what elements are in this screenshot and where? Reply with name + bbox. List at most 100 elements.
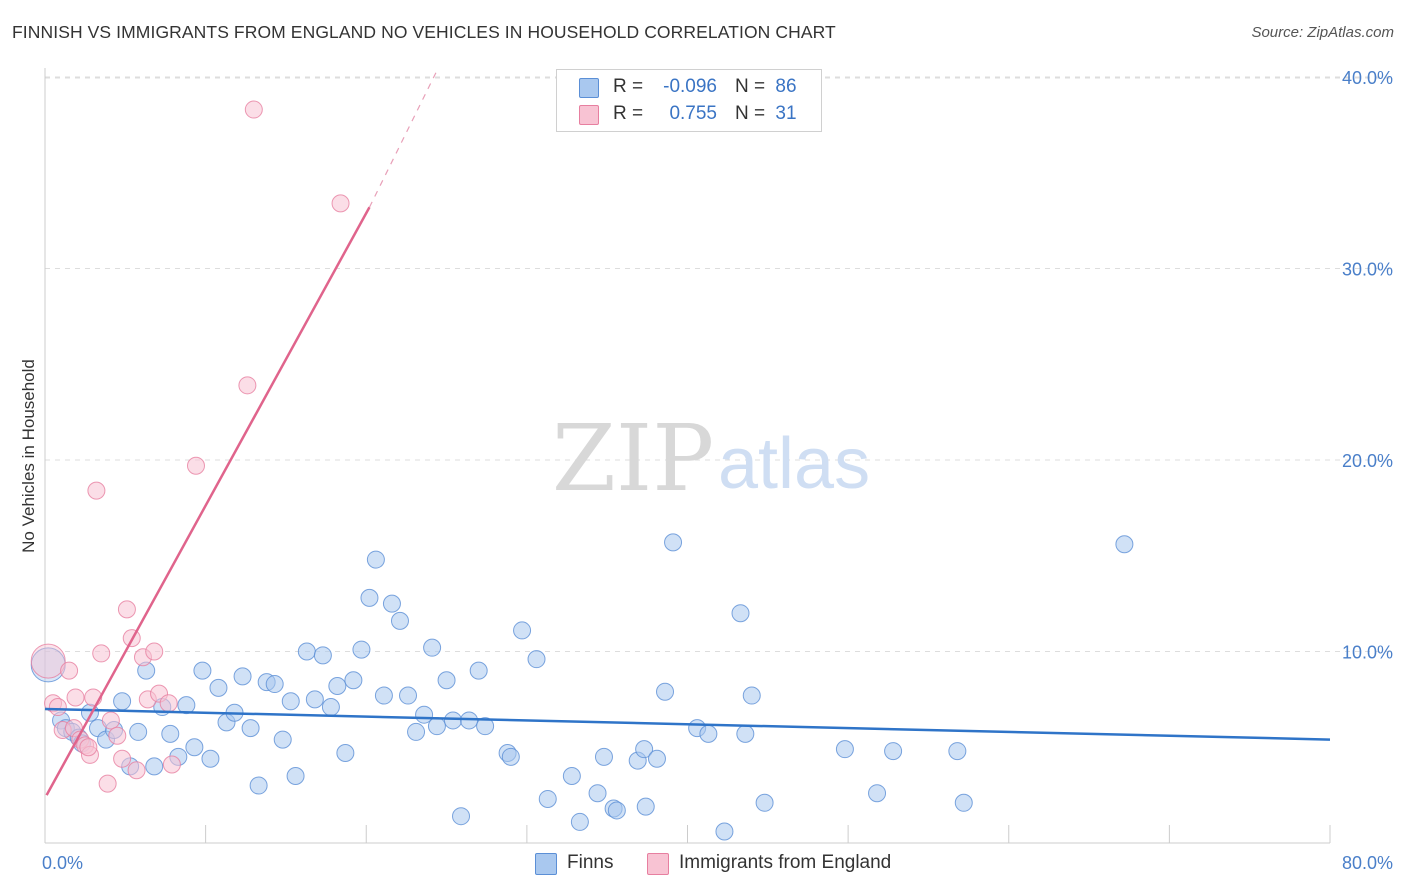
point-finns[interactable] [527, 650, 546, 669]
point-finns[interactable] [636, 797, 655, 816]
point-finns[interactable] [423, 638, 442, 657]
y-tick-label: 30.0% [1342, 260, 1393, 280]
point-england[interactable] [238, 376, 257, 395]
point-finns[interactable] [241, 719, 260, 738]
point-finns[interactable] [286, 766, 305, 785]
point-england[interactable] [30, 643, 66, 679]
point-finns[interactable] [344, 671, 363, 690]
point-finns[interactable] [113, 692, 132, 711]
point-finns[interactable] [664, 533, 683, 552]
point-finns[interactable] [736, 724, 755, 743]
point-finns[interactable] [374, 686, 393, 705]
point-finns[interactable] [313, 646, 332, 665]
point-finns[interactable] [265, 675, 284, 694]
point-finns[interactable] [570, 812, 589, 831]
point-england[interactable] [159, 694, 178, 713]
point-england[interactable] [66, 688, 85, 707]
point-finns[interactable] [336, 743, 355, 762]
point-finns[interactable] [281, 692, 300, 711]
point-finns[interactable] [321, 698, 340, 717]
point-finns[interactable] [513, 621, 532, 640]
point-finns[interactable] [469, 661, 488, 680]
bottom-legend-label-england: Immigrants from England [679, 852, 892, 873]
point-england[interactable] [101, 711, 120, 730]
point-finns[interactable] [647, 749, 666, 768]
point-finns[interactable] [249, 776, 268, 795]
point-england[interactable] [48, 698, 67, 717]
bottom-legend-swatch-finns [535, 853, 557, 875]
point-finns[interactable] [427, 717, 446, 736]
point-england[interactable] [108, 726, 127, 745]
point-finns[interactable] [209, 678, 228, 697]
bottom-legend-swatch-england [647, 853, 669, 875]
point-finns[interactable] [594, 747, 613, 766]
legend-box: R = -0.096 N = 86 R = 0.755 N = 31 [556, 69, 822, 132]
legend-r-label: R = [613, 76, 644, 97]
point-finns[interactable] [1115, 535, 1134, 554]
point-finns[interactable] [273, 730, 292, 749]
point-england[interactable] [331, 194, 350, 213]
point-england[interactable] [87, 481, 106, 500]
point-finns[interactable] [352, 640, 371, 659]
point-england[interactable] [92, 644, 111, 663]
point-england[interactable] [186, 456, 205, 475]
point-england[interactable] [113, 749, 132, 768]
point-finns[interactable] [884, 742, 903, 761]
point-finns[interactable] [588, 784, 607, 803]
point-finns[interactable] [366, 550, 385, 569]
gridlines [45, 76, 1390, 652]
legend-n-label: N = [735, 76, 766, 97]
point-finns[interactable] [699, 724, 718, 743]
point-finns[interactable] [948, 742, 967, 761]
point-finns[interactable] [476, 717, 495, 736]
point-finns[interactable] [390, 611, 409, 630]
point-finns[interactable] [562, 766, 581, 785]
trend-line-england-extension [368, 67, 440, 208]
point-finns[interactable] [868, 784, 887, 803]
point-finns[interactable] [742, 686, 761, 705]
point-finns[interactable] [399, 686, 418, 705]
y-axis-label: No Vehicles in Household [19, 359, 38, 553]
point-finns[interactable] [731, 604, 750, 623]
point-england[interactable] [145, 642, 164, 661]
point-england[interactable] [98, 774, 117, 793]
point-finns[interactable] [755, 793, 774, 812]
point-finns[interactable] [360, 588, 379, 607]
point-england[interactable] [127, 761, 146, 780]
watermark: ZIP atlas [552, 405, 870, 512]
point-finns[interactable] [145, 757, 164, 776]
chart-title: FINNISH VS IMMIGRANTS FROM ENGLAND NO VE… [12, 22, 836, 42]
point-finns[interactable] [501, 747, 520, 766]
point-england[interactable] [244, 100, 263, 119]
point-finns[interactable] [382, 594, 401, 613]
point-finns[interactable] [328, 676, 347, 695]
point-finns[interactable] [185, 738, 204, 757]
point-england[interactable] [60, 661, 79, 680]
point-finns[interactable] [437, 671, 456, 690]
point-england[interactable] [162, 755, 181, 774]
point-finns[interactable] [201, 749, 220, 768]
point-finns[interactable] [715, 822, 734, 841]
point-finns[interactable] [538, 789, 557, 808]
x-tick-labels: 0.0% 80.0% [42, 853, 1393, 873]
point-finns[interactable] [954, 793, 973, 812]
point-finns[interactable] [656, 682, 675, 701]
point-finns[interactable] [452, 807, 471, 826]
point-finns[interactable] [129, 722, 148, 741]
source-label: Source: ZipAtlas.com [1251, 24, 1394, 41]
point-england[interactable] [117, 600, 136, 619]
point-finns[interactable] [305, 690, 324, 709]
point-finns[interactable] [233, 667, 252, 686]
point-finns[interactable] [297, 642, 316, 661]
point-finns[interactable] [635, 740, 654, 759]
point-finns[interactable] [607, 801, 626, 820]
point-finns[interactable] [193, 661, 212, 680]
legend-row-finns: R = -0.096 N = 86 [557, 74, 821, 100]
point-finns[interactable] [161, 724, 180, 743]
point-finns[interactable] [407, 722, 426, 741]
point-finns[interactable] [443, 711, 462, 730]
point-finns[interactable] [177, 696, 196, 715]
point-finns[interactable] [835, 740, 854, 759]
point-england[interactable] [79, 738, 98, 757]
